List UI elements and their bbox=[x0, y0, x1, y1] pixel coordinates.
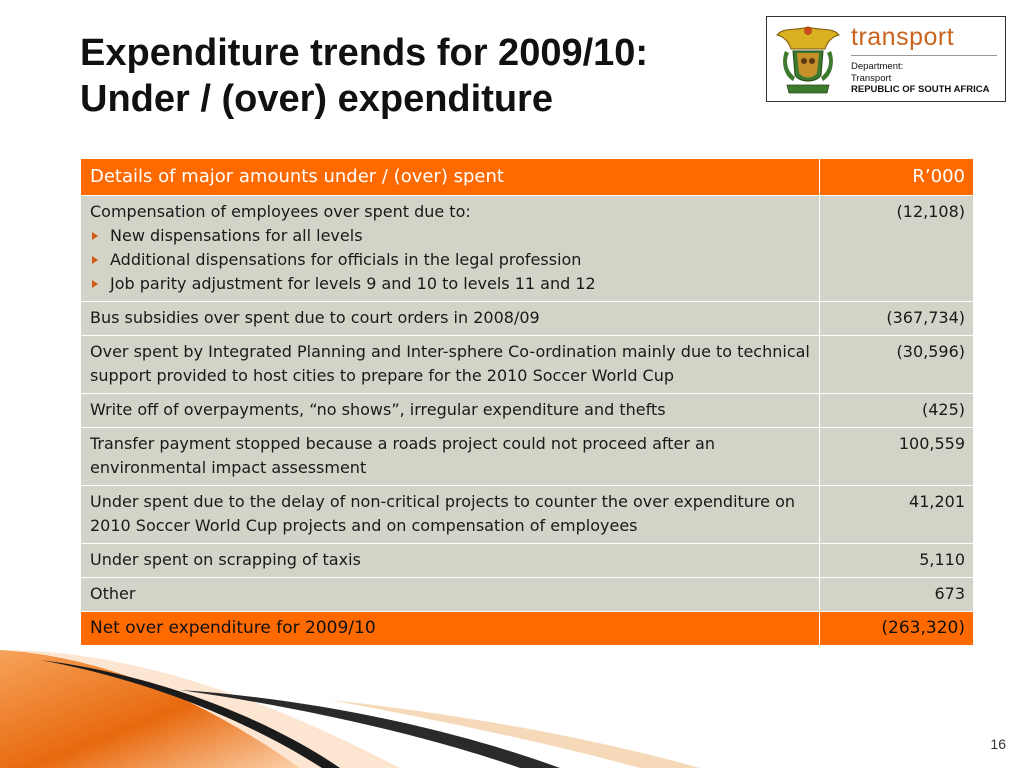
total-amount: (263,320) bbox=[819, 611, 974, 646]
row-amount: (367,734) bbox=[819, 301, 974, 336]
page-title-line-1: Expenditure trends for 2009/10: bbox=[80, 32, 649, 74]
bullet-list: New dispensations for all levels Additio… bbox=[90, 224, 811, 296]
row-amount: (12,108) bbox=[819, 195, 974, 302]
table-row: Bus subsidies over spent due to court or… bbox=[80, 301, 974, 336]
row-detail: Bus subsidies over spent due to court or… bbox=[80, 301, 820, 336]
department-logo: transport Department: Transport REPUBLIC… bbox=[766, 16, 1006, 102]
row-detail: Other bbox=[80, 577, 820, 612]
table-row: Under spent on scrapping of taxis 5,110 bbox=[80, 543, 974, 578]
row-detail: Under spent on scrapping of taxis bbox=[80, 543, 820, 578]
page-title-line-2: Under / (over) expenditure bbox=[80, 78, 553, 120]
bullet-item: Additional dispensations for officials i… bbox=[90, 248, 811, 272]
table-total-row: Net over expenditure for 2009/10 (263,32… bbox=[80, 611, 974, 646]
row-detail: Write off of overpayments, “no shows”, i… bbox=[80, 393, 820, 428]
row-detail: Over spent by Integrated Planning and In… bbox=[80, 335, 820, 394]
table-row: Compensation of employees over spent due… bbox=[80, 195, 974, 302]
coat-of-arms-icon bbox=[776, 26, 840, 94]
header-amount: R’000 bbox=[819, 158, 974, 196]
table-header-row: Details of major amounts under / (over) … bbox=[80, 158, 974, 196]
table-row: Other 673 bbox=[80, 577, 974, 612]
row-detail: Under spent due to the delay of non-crit… bbox=[80, 485, 820, 544]
logo-line-country: REPUBLIC OF SOUTH AFRICA bbox=[851, 84, 990, 95]
logo-line-department: Department: bbox=[851, 61, 904, 72]
logo-divider bbox=[851, 55, 997, 56]
table-row: Transfer payment stopped because a roads… bbox=[80, 427, 974, 486]
row-amount: 41,201 bbox=[819, 485, 974, 544]
total-detail: Net over expenditure for 2009/10 bbox=[80, 611, 820, 646]
row-amount: 5,110 bbox=[819, 543, 974, 578]
bullet-item: New dispensations for all levels bbox=[90, 224, 811, 248]
row-amount: 673 bbox=[819, 577, 974, 612]
row-detail: Compensation of employees over spent due… bbox=[80, 195, 820, 302]
row-detail-text: Compensation of employees over spent due… bbox=[90, 202, 471, 221]
header-details: Details of major amounts under / (over) … bbox=[80, 158, 820, 196]
table-row: Write off of overpayments, “no shows”, i… bbox=[80, 393, 974, 428]
logo-brand: transport bbox=[851, 23, 955, 51]
page-number: 16 bbox=[990, 736, 1006, 752]
row-detail: Transfer payment stopped because a roads… bbox=[80, 427, 820, 486]
row-amount: (425) bbox=[819, 393, 974, 428]
table-row: Over spent by Integrated Planning and In… bbox=[80, 335, 974, 394]
expenditure-table: Details of major amounts under / (over) … bbox=[80, 158, 974, 646]
row-amount: (30,596) bbox=[819, 335, 974, 394]
page-title: Expenditure trends for 2009/10: Under / … bbox=[80, 30, 648, 122]
table-row: Under spent due to the delay of non-crit… bbox=[80, 485, 974, 544]
logo-line-transport: Transport bbox=[851, 73, 892, 84]
bullet-item: Job parity adjustment for levels 9 and 1… bbox=[90, 272, 811, 296]
row-amount: 100,559 bbox=[819, 427, 974, 486]
